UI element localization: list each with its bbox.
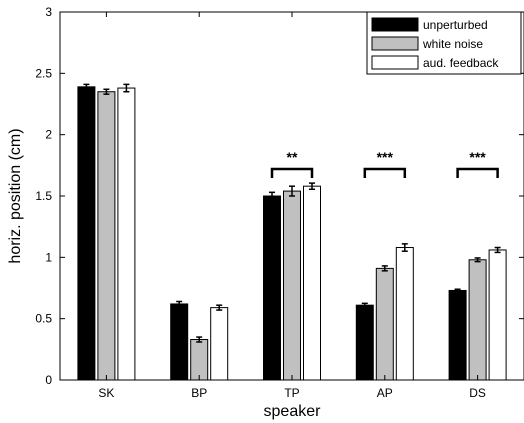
bar-bp-3 bbox=[210, 307, 229, 381]
y-tick-label: 2.5 bbox=[35, 66, 52, 80]
significance-bracket bbox=[456, 167, 499, 179]
x-tick-label-bp: BP bbox=[191, 386, 207, 400]
bar-ap-1 bbox=[355, 304, 374, 381]
error-bars-group bbox=[83, 83, 501, 343]
bar-tp-3 bbox=[303, 185, 321, 381]
axis-ticks-group: 0 0.5 1 1.5 2 2.5 3 SK BP TP AP DS bbox=[35, 5, 524, 400]
bar-tp-1 bbox=[263, 195, 281, 381]
x-tick-label-ds: DS bbox=[469, 386, 486, 400]
bar-sk-3 bbox=[117, 87, 136, 381]
x-tick-label-ap: AP bbox=[377, 386, 393, 400]
significance-bracket bbox=[270, 167, 314, 179]
x-axis-title: speaker bbox=[264, 403, 322, 420]
bar-ds-1 bbox=[448, 289, 467, 381]
annotations-group: ** *** *** bbox=[270, 149, 499, 179]
legend: unperturbed white noise aud. feedback bbox=[366, 11, 522, 75]
bar-bp-1 bbox=[170, 303, 189, 381]
y-tick-label: 3 bbox=[45, 5, 52, 19]
x-tick-label-sk: SK bbox=[98, 386, 114, 400]
legend-label: aud. feedback bbox=[423, 56, 499, 70]
bar-tp-2 bbox=[283, 190, 301, 381]
bar-ds-2 bbox=[468, 259, 487, 381]
y-tick-label: 1 bbox=[45, 250, 52, 264]
y-tick-label: 0.5 bbox=[35, 312, 52, 326]
legend-label: unperturbed bbox=[423, 18, 488, 32]
significance-label: *** bbox=[377, 149, 394, 165]
bar-bp-2 bbox=[190, 339, 209, 381]
y-tick-label: 0 bbox=[45, 373, 52, 387]
x-tick-label-tp: TP bbox=[284, 386, 299, 400]
legend-swatch bbox=[371, 55, 419, 70]
bar-ap-3 bbox=[395, 247, 414, 381]
y-tick-label: 1.5 bbox=[35, 189, 52, 203]
bar-sk-2 bbox=[97, 91, 116, 381]
y-tick-label: 2 bbox=[45, 128, 52, 142]
legend-swatch bbox=[371, 17, 419, 32]
bar-ap-2 bbox=[375, 267, 394, 381]
y-axis-title: horiz. position (cm) bbox=[7, 128, 24, 263]
significance-label: ** bbox=[287, 149, 298, 165]
significance-label: *** bbox=[469, 149, 486, 165]
bar-ds-3 bbox=[488, 249, 507, 381]
legend-swatch bbox=[371, 36, 419, 51]
legend-label: white noise bbox=[422, 37, 483, 51]
bar-sk-1 bbox=[77, 86, 96, 381]
significance-bracket bbox=[363, 167, 407, 179]
